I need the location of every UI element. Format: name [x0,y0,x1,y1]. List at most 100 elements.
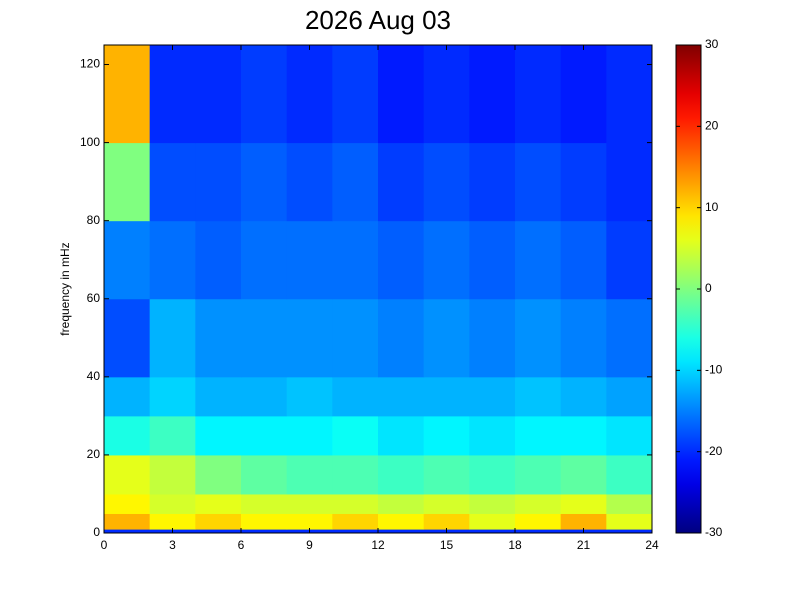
heatmap-cell [332,493,379,514]
chart-title: 2026 Aug 03 [305,5,451,35]
heatmap-cell [241,415,288,456]
heatmap-cell [195,298,242,378]
heatmap-cell [104,513,151,530]
heatmap-cell [149,513,196,530]
heatmap-cell [378,513,425,530]
y-tick-label: 60 [87,291,101,305]
heatmap-cell [104,454,151,495]
heatmap-cell [560,415,607,456]
heatmap-cell [423,376,470,417]
heatmap-cell [560,454,607,495]
heatmap-cell [606,376,653,417]
x-tick-label: 6 [238,538,245,552]
x-tick-label: 24 [645,538,659,552]
heatmap-cell [469,220,516,300]
heatmap-cell [286,220,333,300]
colorbar-tick-label: 30 [705,37,719,51]
heatmap-cell [469,376,516,417]
heatmap-cell [104,220,151,300]
heatmap-cell [515,142,562,222]
heatmap-cell [195,45,242,144]
heatmap-cell [286,298,333,378]
heatmap-cell [332,45,379,144]
heatmap-cell [286,454,333,495]
colorbar-tick-label: 20 [705,119,719,133]
heatmap-cell [195,142,242,222]
heatmap-cell [378,415,425,456]
heatmap [104,45,653,534]
heatmap-cell [515,45,562,144]
heatmap-cell [149,454,196,495]
heatmap-cell [606,513,653,530]
heatmap-cell [332,454,379,495]
heatmap-cell [149,298,196,378]
heatmap-cell [606,529,653,534]
heatmap-cell [104,376,151,417]
x-tick-label: 15 [440,538,454,552]
heatmap-cell [378,454,425,495]
heatmap-cell [469,493,516,514]
heatmap-cell [104,415,151,456]
heatmap-cell [149,376,196,417]
heatmap-cell [423,220,470,300]
heatmap-cell [149,142,196,222]
heatmap-cell [241,493,288,514]
heatmap-cell [241,513,288,530]
x-tick-label: 12 [371,538,385,552]
y-tick-label: 20 [87,447,101,461]
heatmap-cell [606,298,653,378]
x-tick-label: 21 [577,538,591,552]
heatmap-cell [423,415,470,456]
heatmap-cell [469,529,516,534]
heatmap-cell [469,142,516,222]
heatmap-cell [560,513,607,530]
y-tick-label: 40 [87,369,101,383]
heatmap-cell [560,298,607,378]
heatmap-cell [241,529,288,534]
heatmap-cell [149,415,196,456]
heatmap-cell [423,513,470,530]
heatmap-cell [378,298,425,378]
heatmap-cell [332,529,379,534]
heatmap-cell [606,45,653,144]
y-tick-label: 0 [93,525,100,539]
heatmap-cell [332,298,379,378]
heatmap-cell [286,45,333,144]
heatmap-cell [332,415,379,456]
heatmap-cell [606,454,653,495]
y-tick-label: 100 [80,135,100,149]
heatmap-cell [286,513,333,530]
heatmap-cell [515,493,562,514]
heatmap-cell [469,513,516,530]
heatmap-cell [195,376,242,417]
heatmap-cell [195,454,242,495]
heatmap-cell [515,415,562,456]
heatmap-cell [469,298,516,378]
heatmap-cell [195,415,242,456]
heatmap-cell [149,220,196,300]
heatmap-cell [515,220,562,300]
x-tick-label: 0 [101,538,108,552]
heatmap-cell [332,513,379,530]
heatmap-cell [560,45,607,144]
x-tick-label: 18 [508,538,522,552]
heatmap-cell [423,454,470,495]
heatmap-cell [241,298,288,378]
colorbar-tick-label: -20 [705,444,723,458]
colorbar-tick-label: -10 [705,363,723,377]
heatmap-cell [560,493,607,514]
heatmap-cell [104,45,151,144]
heatmap-cell [286,142,333,222]
y-tick-label: 80 [87,213,101,227]
colorbar-tick-label: 0 [705,281,712,295]
heatmap-cell [423,142,470,222]
heatmap-cell [515,529,562,534]
heatmap-cell [241,220,288,300]
heatmap-cell [149,45,196,144]
heatmap-cell [149,493,196,514]
heatmap-cell [195,220,242,300]
heatmap-cell [606,142,653,222]
heatmap-cell [378,220,425,300]
heatmap-cell [515,513,562,530]
